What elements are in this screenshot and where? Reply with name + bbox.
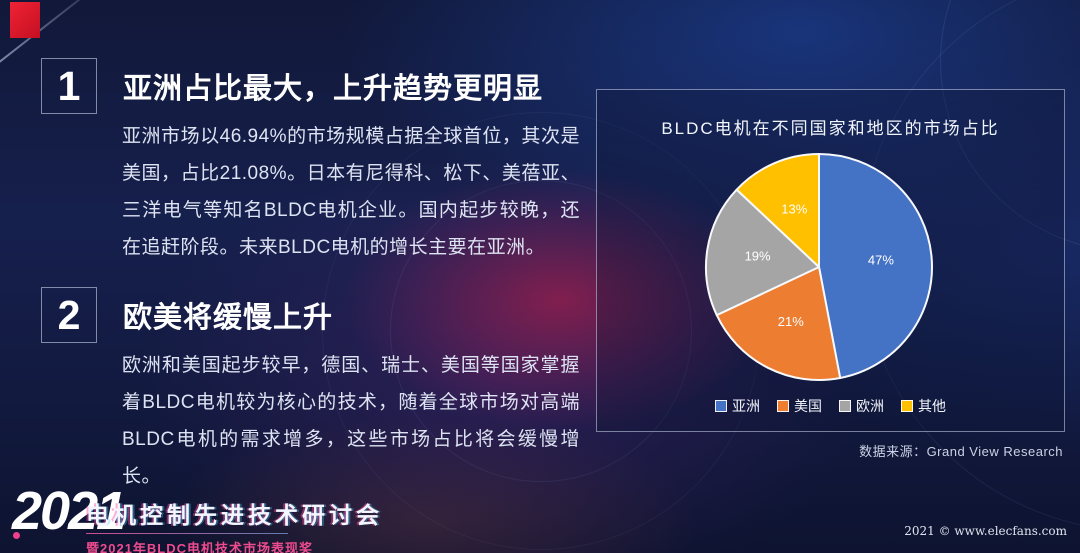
event-divider bbox=[86, 533, 288, 534]
data-source-note: 数据来源：Grand View Research bbox=[859, 444, 1063, 459]
chart-title: BLDC电机在不同国家和地区的市场占比 bbox=[661, 119, 1000, 138]
corner-red-mark bbox=[10, 2, 40, 38]
section-2-title: 欧美将缓慢上升 bbox=[123, 302, 334, 334]
legend-label: 亚洲 bbox=[732, 398, 760, 414]
copyright-text: 2021 © www.elecfans.com bbox=[904, 524, 1067, 538]
legend-item-3: 其他 bbox=[901, 396, 946, 416]
legend-item-2: 欧洲 bbox=[839, 396, 884, 416]
pie-slice-2 bbox=[705, 188, 820, 317]
legend-item-1: 美国 bbox=[777, 396, 822, 416]
pie-chart: 47% 21% 19% 13% bbox=[705, 153, 933, 381]
pink-dot bbox=[13, 532, 20, 539]
pie-slice-label-1: 21% bbox=[778, 314, 804, 329]
section-2-body: 欧洲和美国起步较早，德国、瑞士、美国等国家掌握着BLDC电机较为核心的技术，随着… bbox=[122, 355, 580, 487]
pie-slice-label-0: 47% bbox=[868, 253, 894, 268]
footer-year-logo: 2021 bbox=[12, 481, 126, 541]
section-1-header: 1 亚洲占比最大，上升趋势更明显 bbox=[41, 58, 586, 114]
legend-swatch-icon bbox=[839, 400, 851, 412]
section-1: 1 亚洲占比最大，上升趋势更明显 亚洲市场以46.94%的市场规模占据全球首位，… bbox=[41, 58, 586, 266]
section-1-title: 亚洲占比最大，上升趋势更明显 bbox=[123, 73, 544, 105]
pie-slice-0 bbox=[818, 153, 933, 379]
event-subtitle: 暨2021年BLDC电机技术市场表现奖 bbox=[86, 541, 314, 553]
pie-slice-label-3: 13% bbox=[781, 201, 807, 216]
event-logo-block: 电机控制先进技术研讨会 暨2021年BLDC电机技术市场表现奖 bbox=[86, 496, 383, 553]
section-2-number: 2 bbox=[57, 291, 81, 338]
section-2: 2 欧美将缓慢上升 欧洲和美国起步较早，德国、瑞士、美国等国家掌握着BLDC电机… bbox=[41, 287, 586, 495]
legend-label: 欧洲 bbox=[856, 398, 884, 414]
section-1-number: 1 bbox=[57, 62, 81, 109]
section-2-number-badge: 2 bbox=[41, 287, 97, 343]
text-column: 1 亚洲占比最大，上升趋势更明显 亚洲市场以46.94%的市场规模占据全球首位，… bbox=[41, 58, 586, 495]
chart-legend: 亚洲 美国 欧洲 其他 bbox=[597, 396, 1064, 416]
legend-item-0: 亚洲 bbox=[715, 396, 760, 416]
section-1-body: 亚洲市场以46.94%的市场规模占据全球首位，其次是美国，占比21.08%。日本… bbox=[122, 126, 580, 258]
legend-swatch-icon bbox=[715, 400, 727, 412]
event-title: 电机控制先进技术研讨会 bbox=[86, 502, 383, 528]
pie-slice-label-2: 19% bbox=[745, 249, 771, 264]
pie-slice-1 bbox=[715, 266, 842, 381]
legend-label: 其他 bbox=[918, 398, 946, 414]
section-1-number-badge: 1 bbox=[41, 58, 97, 114]
section-2-header: 2 欧美将缓慢上升 bbox=[41, 287, 586, 343]
legend-swatch-icon bbox=[777, 400, 789, 412]
pie-chart-panel: BLDC电机在不同国家和地区的市场占比 47% 21% 19% 13% 亚洲 美国 欧洲 其… bbox=[596, 89, 1065, 432]
legend-swatch-icon bbox=[901, 400, 913, 412]
pie-slice-3 bbox=[735, 153, 820, 268]
legend-label: 美国 bbox=[794, 398, 822, 414]
